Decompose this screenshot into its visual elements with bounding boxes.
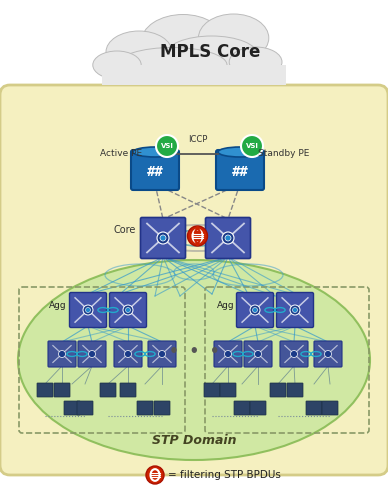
FancyBboxPatch shape xyxy=(270,383,286,397)
FancyBboxPatch shape xyxy=(237,293,274,328)
FancyBboxPatch shape xyxy=(154,401,170,415)
FancyBboxPatch shape xyxy=(100,383,116,397)
Circle shape xyxy=(241,135,263,157)
FancyBboxPatch shape xyxy=(306,401,322,415)
FancyBboxPatch shape xyxy=(78,341,106,367)
Text: ##: ## xyxy=(147,165,163,179)
Ellipse shape xyxy=(93,51,141,79)
FancyBboxPatch shape xyxy=(102,65,286,85)
FancyBboxPatch shape xyxy=(214,341,242,367)
Text: MPLS Core: MPLS Core xyxy=(160,43,260,61)
Text: ##: ## xyxy=(232,165,248,179)
Text: VSI: VSI xyxy=(246,143,258,149)
Circle shape xyxy=(225,235,231,241)
Circle shape xyxy=(225,351,232,358)
FancyBboxPatch shape xyxy=(48,341,76,367)
Circle shape xyxy=(255,351,262,358)
FancyBboxPatch shape xyxy=(37,383,53,397)
Circle shape xyxy=(123,305,133,315)
FancyBboxPatch shape xyxy=(244,341,272,367)
Circle shape xyxy=(159,351,166,358)
Text: Agg: Agg xyxy=(49,302,67,311)
Circle shape xyxy=(157,232,169,244)
FancyBboxPatch shape xyxy=(120,383,136,397)
FancyBboxPatch shape xyxy=(0,85,388,475)
FancyBboxPatch shape xyxy=(234,401,250,415)
Ellipse shape xyxy=(133,147,177,157)
FancyBboxPatch shape xyxy=(280,341,308,367)
Text: STP Domain: STP Domain xyxy=(152,433,236,446)
FancyBboxPatch shape xyxy=(77,401,93,415)
FancyBboxPatch shape xyxy=(114,341,142,367)
Circle shape xyxy=(291,351,298,358)
Ellipse shape xyxy=(18,260,370,460)
Circle shape xyxy=(250,305,260,315)
Circle shape xyxy=(222,232,234,244)
Ellipse shape xyxy=(165,36,258,74)
Circle shape xyxy=(187,226,208,246)
Text: = filtering STP BPDUs: = filtering STP BPDUs xyxy=(168,470,281,480)
FancyBboxPatch shape xyxy=(287,383,303,397)
FancyBboxPatch shape xyxy=(54,383,70,397)
Circle shape xyxy=(146,466,164,484)
Ellipse shape xyxy=(198,14,269,62)
FancyBboxPatch shape xyxy=(204,383,220,397)
Ellipse shape xyxy=(218,147,262,157)
Text: VSI: VSI xyxy=(161,143,173,149)
Circle shape xyxy=(156,135,178,157)
FancyBboxPatch shape xyxy=(140,217,185,259)
Ellipse shape xyxy=(141,15,225,70)
Circle shape xyxy=(88,351,95,358)
Text: Core: Core xyxy=(114,225,136,235)
Text: ICCP: ICCP xyxy=(188,135,207,144)
Circle shape xyxy=(83,305,93,315)
Text: •  •  •: • • • xyxy=(169,345,219,360)
FancyBboxPatch shape xyxy=(314,341,342,367)
FancyBboxPatch shape xyxy=(250,401,266,415)
FancyBboxPatch shape xyxy=(131,150,179,190)
Ellipse shape xyxy=(106,31,172,73)
FancyBboxPatch shape xyxy=(69,293,106,328)
Circle shape xyxy=(253,308,258,313)
FancyBboxPatch shape xyxy=(220,383,236,397)
Ellipse shape xyxy=(229,47,282,77)
Ellipse shape xyxy=(117,48,227,83)
Circle shape xyxy=(125,351,132,358)
Text: Active PE: Active PE xyxy=(100,149,142,158)
FancyBboxPatch shape xyxy=(322,401,338,415)
Circle shape xyxy=(290,305,300,315)
Text: Standby PE: Standby PE xyxy=(258,149,310,158)
FancyBboxPatch shape xyxy=(137,401,153,415)
FancyBboxPatch shape xyxy=(64,401,80,415)
Circle shape xyxy=(85,308,90,313)
Circle shape xyxy=(324,351,331,358)
Circle shape xyxy=(160,235,166,241)
Circle shape xyxy=(125,308,130,313)
FancyBboxPatch shape xyxy=(148,341,176,367)
Text: Agg: Agg xyxy=(217,302,235,311)
Circle shape xyxy=(59,351,66,358)
FancyBboxPatch shape xyxy=(277,293,314,328)
FancyBboxPatch shape xyxy=(206,217,251,259)
Circle shape xyxy=(293,308,298,313)
FancyBboxPatch shape xyxy=(216,150,264,190)
FancyBboxPatch shape xyxy=(109,293,147,328)
